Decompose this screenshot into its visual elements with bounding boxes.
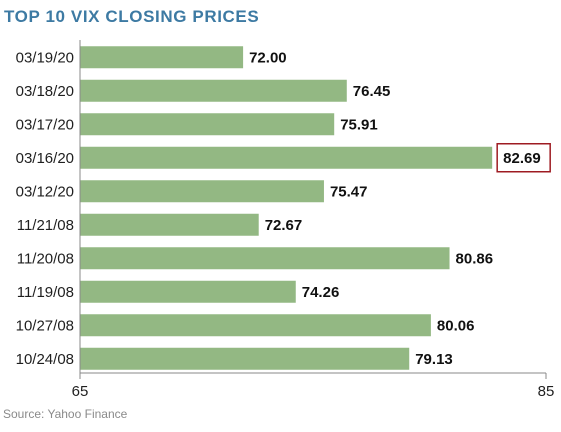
x-tick-label: 65 <box>72 383 89 400</box>
bar <box>80 314 431 337</box>
bar <box>80 347 410 370</box>
bar <box>80 79 347 102</box>
category-label: 10/27/08 <box>16 317 74 334</box>
category-label: 03/16/20 <box>16 150 74 167</box>
value-label: 80.06 <box>437 317 475 334</box>
ticks-layer: 65 85 <box>72 373 555 400</box>
value-label: 74.26 <box>302 284 340 301</box>
category-label: 11/20/08 <box>17 250 74 267</box>
bar <box>80 46 244 69</box>
bar <box>80 113 335 136</box>
category-label: 11/21/08 <box>17 217 74 234</box>
value-label: 75.91 <box>340 116 378 133</box>
value-label: 72.67 <box>265 217 303 234</box>
chart-title: TOP 10 VIX CLOSING PRICES <box>4 7 260 26</box>
category-label: 11/19/08 <box>17 284 74 301</box>
bars-layer <box>80 46 493 370</box>
value-label: 79.13 <box>415 351 453 368</box>
labels-layer: 03/19/20 72.00 03/18/20 76.45 03/17/20 75.91 0… <box>16 49 551 368</box>
x-tick-label: 85 <box>538 383 555 400</box>
value-label: 76.45 <box>353 83 391 100</box>
highlight-box <box>496 143 551 173</box>
category-label: 03/17/20 <box>16 116 74 133</box>
bar <box>80 146 493 169</box>
value-label: 82.69 <box>503 150 541 167</box>
category-label: 03/18/20 <box>16 83 74 100</box>
bar <box>80 280 296 303</box>
category-label: 03/19/20 <box>16 49 74 66</box>
category-label: 03/12/20 <box>16 183 74 200</box>
value-label: 80.86 <box>456 250 494 267</box>
bar <box>80 180 324 203</box>
category-label: 10/24/08 <box>16 351 74 368</box>
bar <box>80 247 450 270</box>
value-label: 75.47 <box>330 183 368 200</box>
bar <box>80 213 259 236</box>
source-note: Source: Yahoo Finance <box>3 407 128 421</box>
value-label: 72.00 <box>249 49 287 66</box>
